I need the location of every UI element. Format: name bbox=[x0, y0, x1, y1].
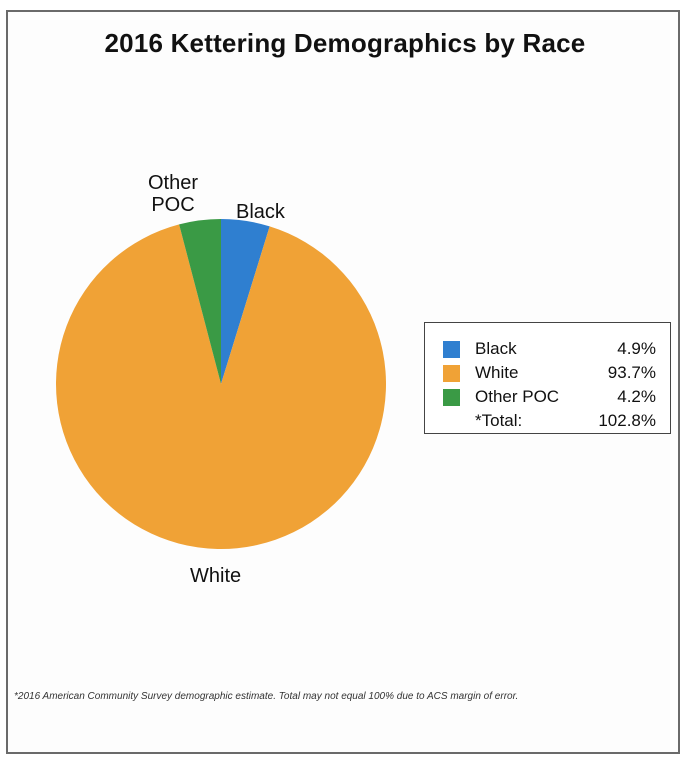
legend-row-total: *Total: 102.8% bbox=[425, 409, 670, 433]
pie-slice-other-poc bbox=[179, 219, 221, 384]
legend-label-white: White bbox=[475, 363, 519, 382]
legend-value-other-poc: 4.2% bbox=[617, 387, 656, 406]
legend-swatch-white bbox=[443, 365, 460, 382]
slice-label-white: White bbox=[190, 565, 242, 587]
chart-legend: Black 4.9% White 93.7% Other POC 4.2% *T… bbox=[424, 322, 671, 434]
slice-label-black: Black bbox=[236, 201, 285, 223]
legend-row-black: Black 4.9% bbox=[425, 337, 670, 361]
pie-slice-white bbox=[55, 224, 387, 549]
legend-label-other-poc: Other POC bbox=[475, 387, 560, 406]
chart-title: 2016 Kettering Demographics by Race bbox=[104, 28, 586, 58]
legend-swatch-black bbox=[443, 341, 460, 358]
slice-label-other-poc-line2: POC bbox=[151, 194, 195, 216]
legend-label-black: Black bbox=[475, 339, 517, 358]
legend-label-total: *Total: bbox=[475, 411, 523, 430]
legend-value-black: 4.9% bbox=[617, 339, 656, 358]
pie-slice-black bbox=[221, 219, 270, 384]
legend-value-total: 102.8% bbox=[598, 411, 656, 430]
legend-row-other-poc: Other POC 4.2% bbox=[425, 385, 670, 409]
slice-label-other-poc: Other POC bbox=[148, 172, 198, 216]
slice-label-other-poc-line1: Other bbox=[148, 172, 199, 194]
legend-value-white: 93.7% bbox=[607, 363, 656, 382]
legend-row-white: White 93.7% bbox=[425, 361, 670, 385]
chart-footnote: *2016 American Community Survey demograp… bbox=[14, 691, 519, 702]
legend-swatch-other-poc bbox=[443, 389, 460, 406]
